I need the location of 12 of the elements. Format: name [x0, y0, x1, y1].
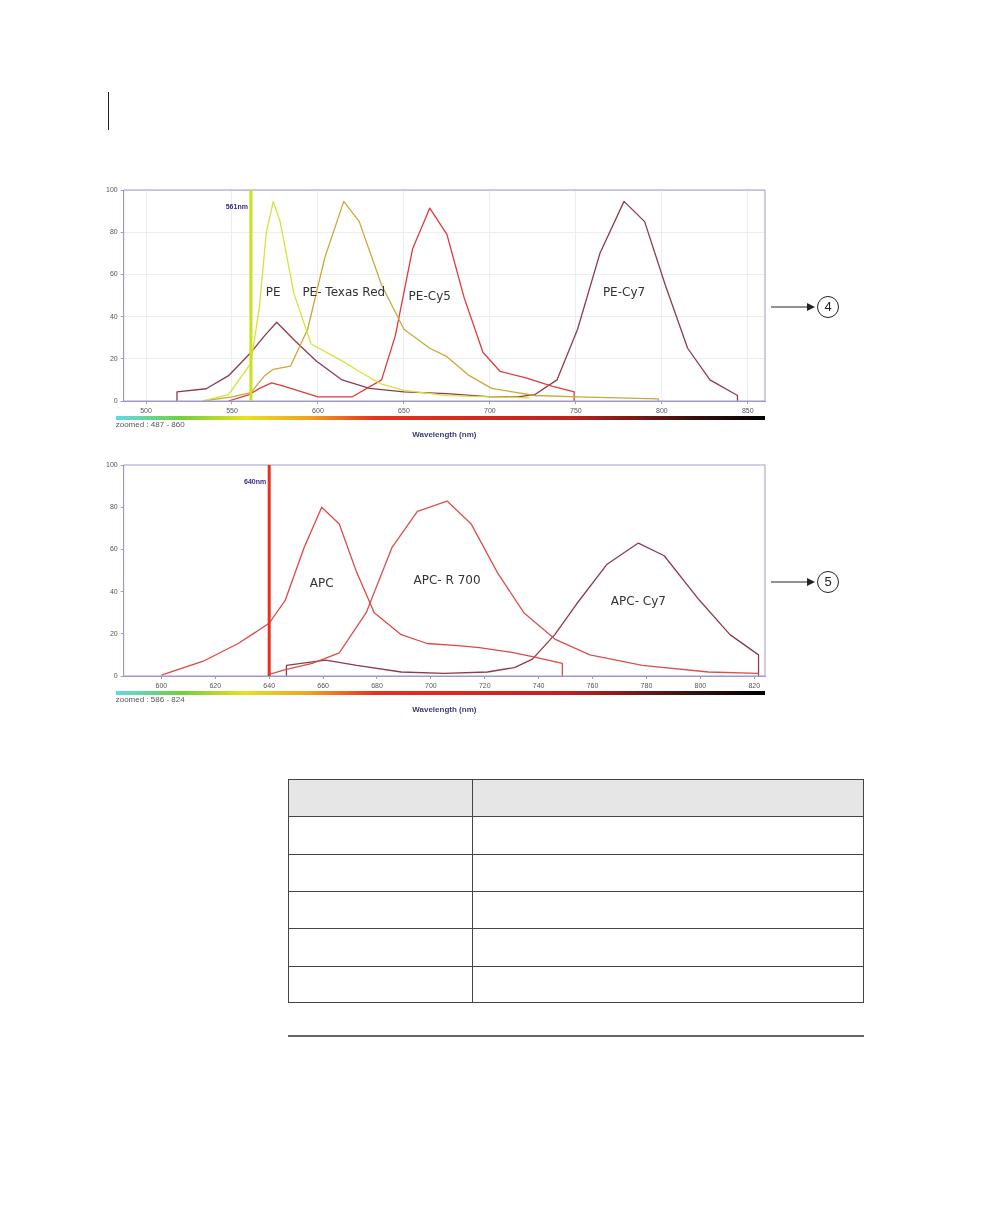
- text: 5: [817, 570, 839, 593]
- text: zoomed : 586 - 824: [115, 695, 186, 705]
- series-label: PE: [265, 285, 281, 300]
- text: 4: [817, 295, 839, 318]
- series-label: APC- R 700: [413, 572, 481, 587]
- x-axis-title: Wavelength (nm): [412, 430, 477, 440]
- series-label: APC- Cy7: [610, 593, 666, 608]
- x-axis-title: Wavelength (nm): [412, 705, 477, 715]
- series-label: APC: [309, 575, 334, 590]
- series-label: PE-Cy5: [408, 288, 451, 303]
- text: zoomed : 487 - 860: [115, 420, 186, 430]
- series-label: PE-Cy7: [602, 285, 646, 300]
